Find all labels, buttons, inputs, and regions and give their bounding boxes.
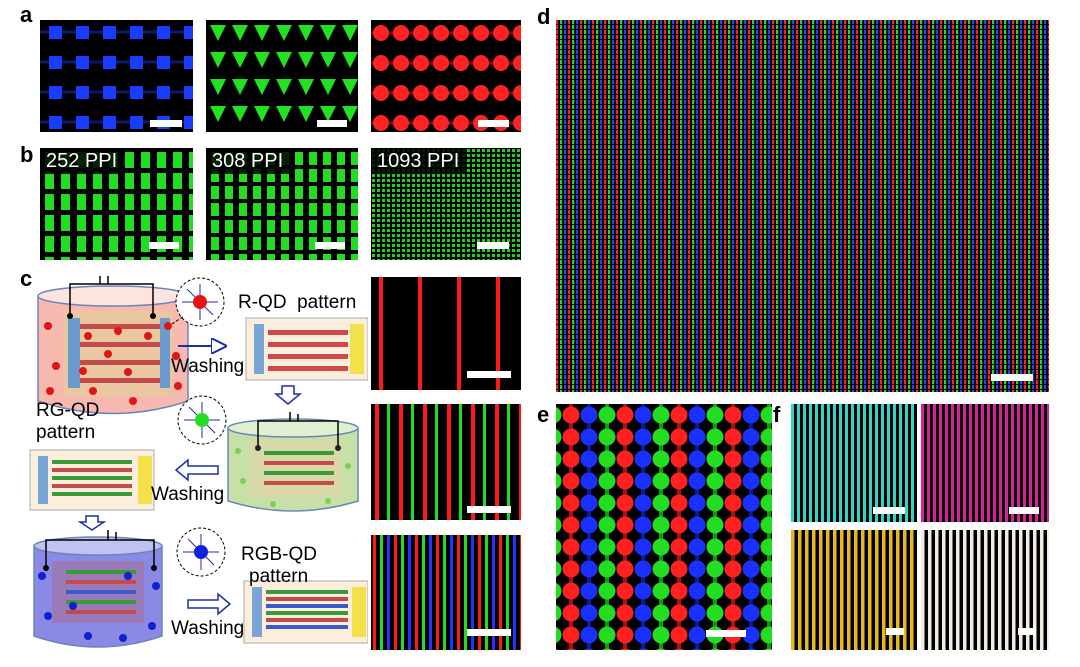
red-quantum-dot-icon xyxy=(175,277,225,327)
micrograph-rgb-closeup xyxy=(556,404,772,650)
ppi-label-308: 308 PPI xyxy=(206,148,290,174)
deposition-process-diagram xyxy=(29,276,368,648)
ppi-label-1093: 1093 PPI xyxy=(371,148,466,174)
panel-label-a: a xyxy=(20,2,33,27)
rgb-qd-pattern-label-line2: pattern xyxy=(249,566,309,587)
micrograph-1093-ppi: 1093 PPI xyxy=(371,148,521,260)
ppi-label-252: 252 PPI xyxy=(40,148,124,174)
micrograph-yellow-stripes xyxy=(791,530,917,650)
washing-label-2: Washing xyxy=(151,484,225,505)
micrograph-308-ppi: 308 PPI xyxy=(206,148,358,260)
scale-bar xyxy=(477,242,509,249)
panel-label-f: f xyxy=(773,402,781,427)
micrograph-white-stripes xyxy=(921,530,1049,650)
scale-bar xyxy=(873,507,905,514)
micrograph-blue-squares xyxy=(40,20,193,132)
rg-qd-pattern-label-line2: pattern xyxy=(36,422,96,443)
panel-label-c: c xyxy=(20,266,33,291)
scale-bar xyxy=(467,371,511,378)
micrograph-magenta-stripes xyxy=(921,404,1049,522)
scale-bar xyxy=(991,374,1033,381)
scale-bar xyxy=(150,120,182,127)
blue-quantum-dot-icon xyxy=(176,527,226,577)
rg-qd-pattern-label-line1: RG-QD xyxy=(36,400,100,421)
scale-bar xyxy=(1009,507,1039,514)
panel-label-e: e xyxy=(537,402,550,427)
micrograph-red-circles xyxy=(371,20,521,132)
green-quantum-dot-icon xyxy=(177,395,227,445)
r-qd-pattern-label: R-QD pattern xyxy=(238,292,357,313)
scale-bar xyxy=(886,628,904,635)
micrograph-red-lines xyxy=(371,277,521,390)
r-qd-pattern-chip xyxy=(245,317,368,381)
green-qd-beaker xyxy=(227,412,359,512)
panel-label-d: d xyxy=(537,4,551,29)
washing-label-3: Washing xyxy=(171,618,245,639)
scale-bar xyxy=(467,629,511,636)
scale-bar xyxy=(315,242,345,249)
rgb-qd-pattern-chip xyxy=(243,580,368,644)
rg-qd-pattern-chip xyxy=(29,449,155,511)
scale-bar xyxy=(149,242,179,249)
scale-bar xyxy=(467,506,511,513)
washing-label-1: Washing xyxy=(171,356,245,377)
blue-qd-beaker xyxy=(33,530,163,648)
rgb-qd-pattern-label-line1: RGB-QD xyxy=(241,544,317,565)
scale-bar xyxy=(1018,628,1036,635)
micrograph-252-ppi: 252 PPI xyxy=(40,148,193,260)
micrograph-red-green-lines xyxy=(371,404,521,520)
scale-bar xyxy=(478,120,509,127)
red-qd-beaker xyxy=(37,276,189,415)
scale-bar xyxy=(317,120,347,127)
micrograph-cyan-stripes xyxy=(791,404,917,522)
micrograph-green-triangles xyxy=(206,20,358,132)
micrograph-large-rgb-array xyxy=(556,20,1049,392)
scale-bar xyxy=(706,630,746,637)
panel-label-b: b xyxy=(20,142,34,167)
micrograph-rgb-lines xyxy=(371,535,521,650)
